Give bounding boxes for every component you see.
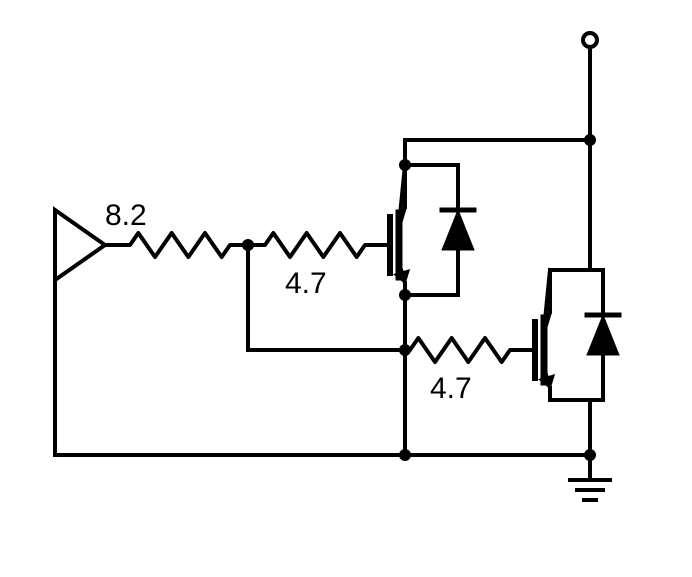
r3-label: 4.7	[430, 372, 472, 405]
wires	[55, 40, 590, 480]
q2	[523, 270, 619, 400]
r2: 4.7	[255, 233, 375, 300]
r1: 8.2	[105, 199, 240, 257]
r2-label: 4.7	[285, 267, 327, 300]
q1	[378, 165, 474, 295]
gnd	[570, 480, 610, 500]
circuit-schematic: 8.2 4.7 4.7	[0, 0, 692, 577]
r1-label: 8.2	[105, 199, 147, 232]
driver	[55, 210, 105, 280]
out	[583, 33, 597, 47]
r3: 4.7	[400, 338, 520, 405]
